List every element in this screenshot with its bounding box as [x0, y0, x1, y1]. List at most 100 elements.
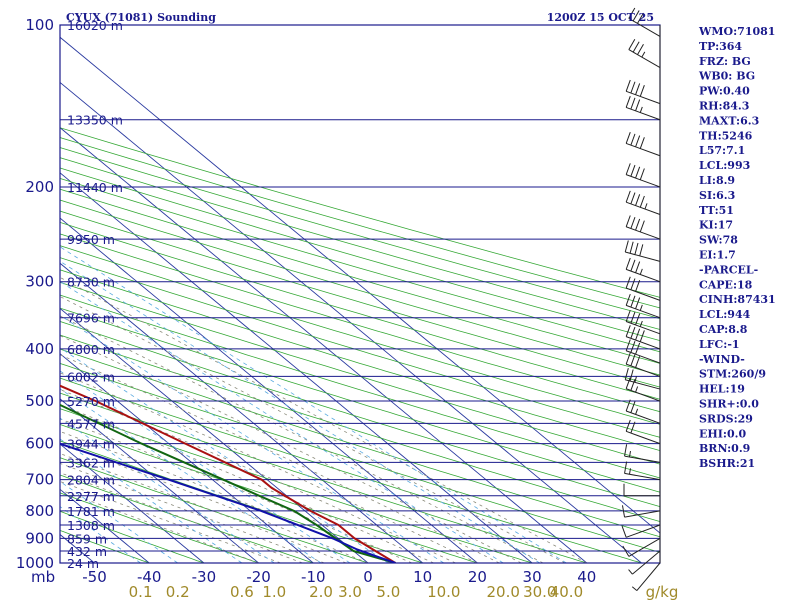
wind-barb-feather	[630, 401, 636, 413]
wind-barb-feather	[630, 97, 636, 110]
wind-barb-half-feather	[644, 203, 648, 210]
height-label: 859 m	[67, 531, 107, 546]
wind-barb-feather	[630, 278, 636, 290]
pressure-label: 700	[25, 471, 54, 489]
wind-barb	[625, 163, 661, 188]
isotherm-line	[60, 217, 478, 563]
index-value: PW:0.40	[699, 85, 750, 98]
wind-barb-feather	[624, 368, 629, 380]
wind-barb-shaft	[628, 49, 661, 69]
wind-barb-feather	[624, 444, 628, 457]
temperature-tick-label: 0	[363, 568, 373, 586]
wind-barb-feather	[637, 12, 644, 24]
height-label: 11440 m	[67, 180, 123, 195]
wind-barb-half-feather	[639, 304, 643, 311]
wind-barb-half-feather	[639, 268, 643, 275]
dry-adiabat-line	[60, 210, 660, 388]
wind-barb-shaft	[626, 287, 661, 301]
wind-barb	[625, 190, 661, 215]
mixing-ratio-tick-label: 2.0	[309, 583, 333, 600]
isotherm-line	[60, 353, 314, 563]
wind-barb-shaft	[626, 174, 661, 188]
height-label: 24 m	[67, 556, 99, 571]
dry-adiabat-line	[60, 147, 660, 320]
dry-adiabat-line	[60, 294, 660, 479]
moist-adiabat-line	[60, 404, 434, 563]
height-label: 1781 m	[67, 504, 115, 519]
wind-barb	[625, 79, 661, 105]
wind-barb	[625, 310, 661, 335]
wind-barbs	[621, 7, 661, 591]
wind-barb-feather	[625, 163, 631, 175]
index-value: SRDS:29	[699, 412, 753, 425]
pressure-label: 1000	[16, 554, 54, 572]
wind-barb	[625, 419, 661, 445]
wind-barb-shaft	[626, 350, 661, 364]
isotherm-line	[60, 127, 588, 563]
wind-barb-feather	[630, 295, 636, 308]
index-value: EI:1.7	[699, 249, 736, 262]
wind-barb-half-feather	[639, 106, 643, 113]
wind-barb-feather	[622, 545, 630, 557]
index-value: WB0: BG	[698, 70, 755, 83]
background-lines	[60, 36, 660, 563]
height-label: 3944 m	[67, 437, 115, 452]
wind-barb-feather	[625, 276, 631, 289]
pressure-label: 200	[25, 178, 54, 196]
dry-adiabat-line	[60, 334, 660, 523]
wind-barb-shaft	[626, 268, 661, 283]
pressure-label: 500	[25, 392, 54, 410]
wind-barb-shaft	[626, 201, 661, 215]
moist-adiabat-line	[60, 315, 544, 563]
plot-frame	[59, 24, 661, 564]
dry-adiabat-line	[60, 245, 660, 425]
wind-barb-feather	[625, 215, 631, 227]
mixing-ratio-tick-label: 0.6	[230, 583, 254, 600]
wind-barb-feather	[630, 133, 636, 146]
index-value: BSHR:21	[699, 457, 755, 470]
wind-barb	[625, 352, 661, 377]
mixing-ratio-tick-label: 40.0	[550, 583, 583, 600]
index-value: HEL:19	[699, 383, 745, 396]
wind-barb	[625, 293, 661, 319]
wind-barb	[625, 276, 661, 301]
wind-barb-shaft	[626, 90, 661, 105]
temperature-tick-label: 30	[523, 568, 542, 586]
pressure-label: 100	[25, 16, 54, 34]
dry-adiabat-line	[60, 221, 660, 400]
height-label: 2804 m	[67, 473, 115, 488]
index-value: STM:260/9	[699, 368, 766, 381]
temperature-tick-label: 10	[413, 568, 432, 586]
index-value: LCL:944	[699, 308, 751, 321]
index-value: TH:5246	[699, 129, 753, 142]
temperature-tick-label: 40	[577, 568, 596, 586]
wind-barb-feather	[625, 339, 631, 351]
mixing-ratio-tick-label: 3.0	[338, 583, 362, 600]
wind-barb-shaft	[626, 142, 661, 157]
wind-barb-half-feather	[628, 450, 632, 458]
index-value: SW:78	[699, 234, 738, 247]
wind-barb-feather	[635, 166, 641, 179]
wind-barb-shaft	[624, 472, 661, 481]
mixing-ratio-tick-label: 0.1	[129, 583, 153, 600]
wind-barb	[622, 537, 661, 557]
wind-barb	[625, 257, 661, 283]
wind-barb	[624, 444, 661, 463]
wind-barb-feather	[634, 242, 639, 255]
wind-barb	[625, 399, 661, 424]
dry-adiabat-line	[60, 167, 660, 342]
dry-adiabat-line	[60, 178, 660, 353]
wind-barb-shaft	[626, 336, 661, 350]
wind-barb-feather	[639, 137, 645, 149]
wind-barb	[624, 240, 661, 262]
wind-barb-shaft	[626, 304, 661, 319]
mixing-ratio-tick-label: 20.0	[487, 583, 520, 600]
pressure-label: 800	[25, 502, 54, 520]
wind-barb-feather	[630, 421, 636, 434]
wind-barb-feather	[639, 330, 645, 342]
wind-barb	[621, 505, 661, 518]
wind-barb-shaft	[624, 455, 661, 463]
index-value: -WIND-	[699, 353, 745, 366]
wind-barb-feather	[632, 10, 640, 22]
index-value: WMO:71081	[698, 25, 775, 38]
